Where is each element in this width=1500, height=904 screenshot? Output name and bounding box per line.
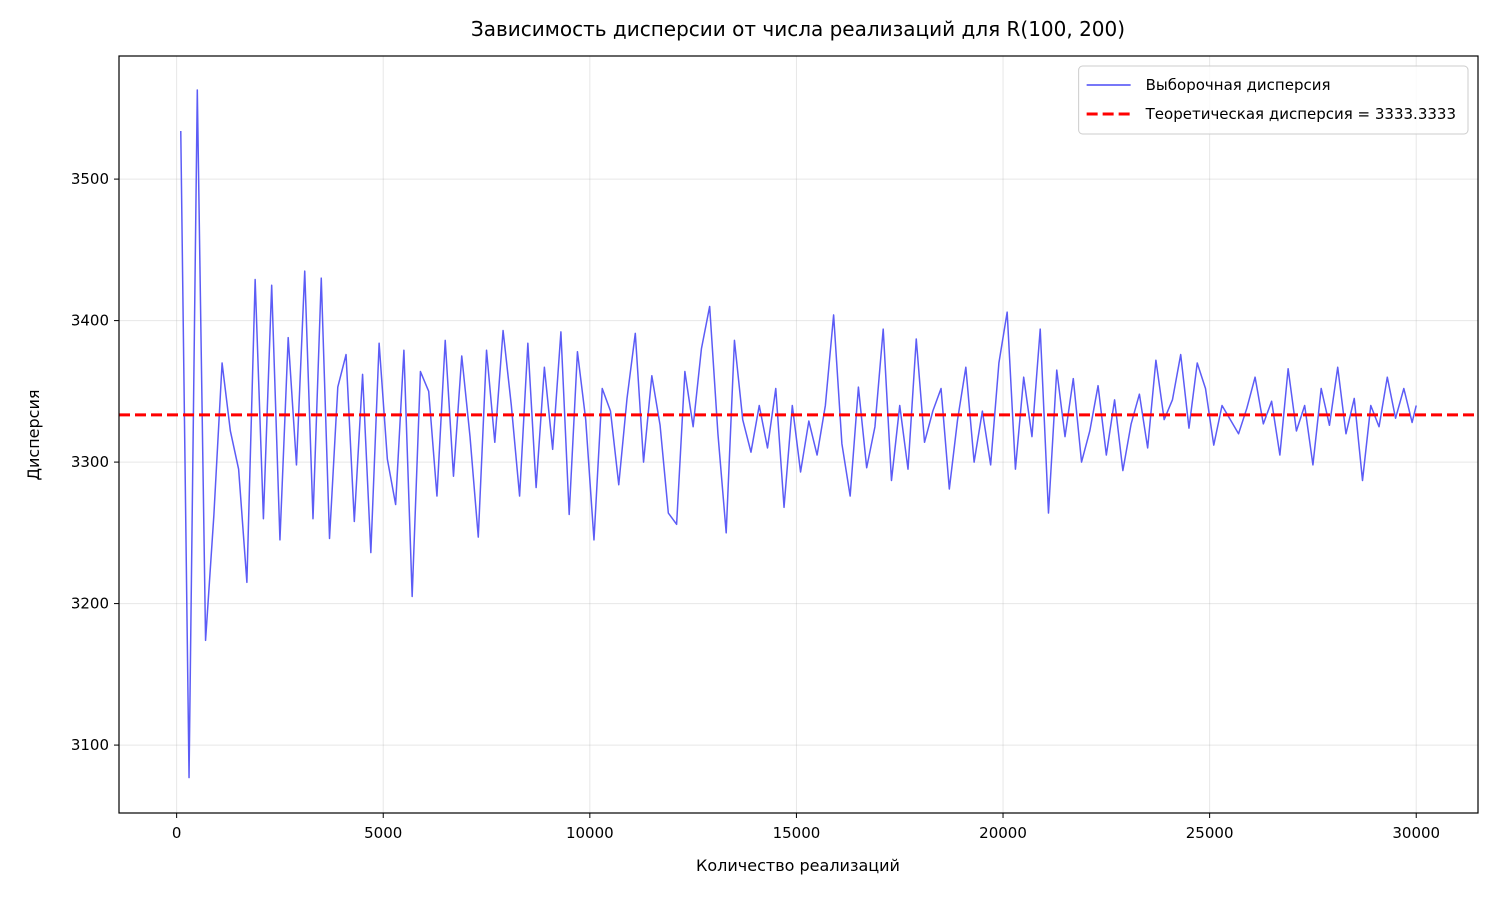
data-line [180, 89, 1417, 779]
chart-title: Зависимость дисперсии от числа реализаци… [471, 17, 1125, 41]
legend-box [1078, 65, 1469, 135]
y-tick-label: 3100 [71, 736, 109, 754]
legend-label: Теоретическая дисперсия = 3333.3333 [1145, 105, 1456, 123]
x-tick-label: 30000 [1392, 824, 1440, 842]
y-tick-label: 3200 [71, 595, 109, 613]
x-axis-label: Количество реализаций [696, 856, 900, 875]
x-tick-label: 25000 [1186, 824, 1234, 842]
x-tick-label: 10000 [566, 824, 614, 842]
x-tick-label: 0 [172, 824, 182, 842]
plot-frame [118, 55, 1479, 814]
y-axis-label: Дисперсия [24, 390, 43, 481]
x-tick-label: 20000 [979, 824, 1027, 842]
y-tick-label: 3500 [71, 170, 109, 188]
y-tick-label: 3400 [71, 312, 109, 330]
x-tick-label: 15000 [773, 824, 821, 842]
legend-label: Выборочная дисперсия [1146, 76, 1331, 94]
y-tick-label: 3300 [71, 453, 109, 471]
x-tick-label: 5000 [364, 824, 402, 842]
legend: Выборочная дисперсия Теоретическая диспер… [1078, 65, 1469, 135]
